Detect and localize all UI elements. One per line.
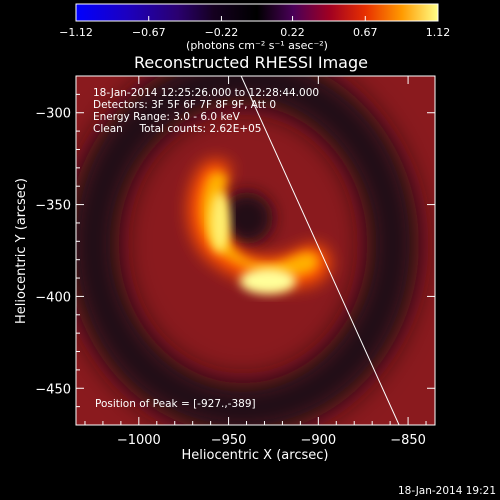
chart-title: Reconstructed RHESSI Image [134,53,368,72]
y-tick-label: −350 [35,199,71,214]
colorbar: −1.12 −0.67 −0.22 0.22 0.67 1.12 (photons cm⁻… [59,3,450,52]
x-tick-label: −950 [211,433,247,448]
colorbar-unit-label: (photons cm⁻² s⁻¹ asec⁻²) [186,39,328,52]
colorbar-gradient [75,3,439,22]
source-peak-core [240,268,296,294]
colorbar-tick-label: 0.22 [280,26,305,39]
source-upper-core [210,192,230,252]
y-tick-label: −300 [35,107,71,122]
dark-center [221,192,273,244]
source-bright [201,172,319,276]
colorbar-tick-label: −0.67 [132,26,166,39]
annotation-detectors: Detectors: 3F 5F 6F 7F 8F 9F, Att 0 [93,99,276,111]
y-axis-ticks: −300 −350 −400 −450 [35,75,435,426]
solar-limb-line [240,76,400,425]
y-axis-label: Heliocentric Y (arcsec) [14,178,29,324]
plot-area [76,76,435,425]
x-axis-label: Heliocentric X (arcsec) [182,448,329,463]
colorbar-tick-label: −0.22 [205,26,239,39]
annotation-energy-range: Energy Range: 3.0 - 6.0 keV [93,111,241,123]
colorbar-tick-label: 0.67 [353,26,378,39]
annotation-time-range: 18-Jan-2014 12:25:26.000 to 12:28:44.000 [93,87,319,99]
x-tick-label: −900 [300,433,336,448]
y-tick-label: −400 [35,290,71,305]
x-tick-label: −1000 [117,433,161,448]
x-tick-label: −850 [390,433,426,448]
footer-timestamp: 18-Jan-2014 19:21 [398,485,496,497]
annotation-block: 18-Jan-2014 12:25:26.000 to 12:28:44.000… [93,87,319,135]
colorbar-ticks: −1.12 −0.67 −0.22 0.22 0.67 1.12 [59,16,450,39]
x-axis-ticks: −1000 −950 −900 −850 [84,76,427,448]
plot-frame [75,75,436,426]
colorbar-tick-label: −1.12 [59,26,93,39]
annotation-total-counts: Clean Total counts: 2.62E+05 [93,123,262,135]
y-tick-label: −450 [35,382,71,397]
colorbar-tick-label: 1.12 [426,26,451,39]
peak-position-label: Position of Peak = [-927.,-389] [95,398,256,410]
source-glow [188,159,331,288]
